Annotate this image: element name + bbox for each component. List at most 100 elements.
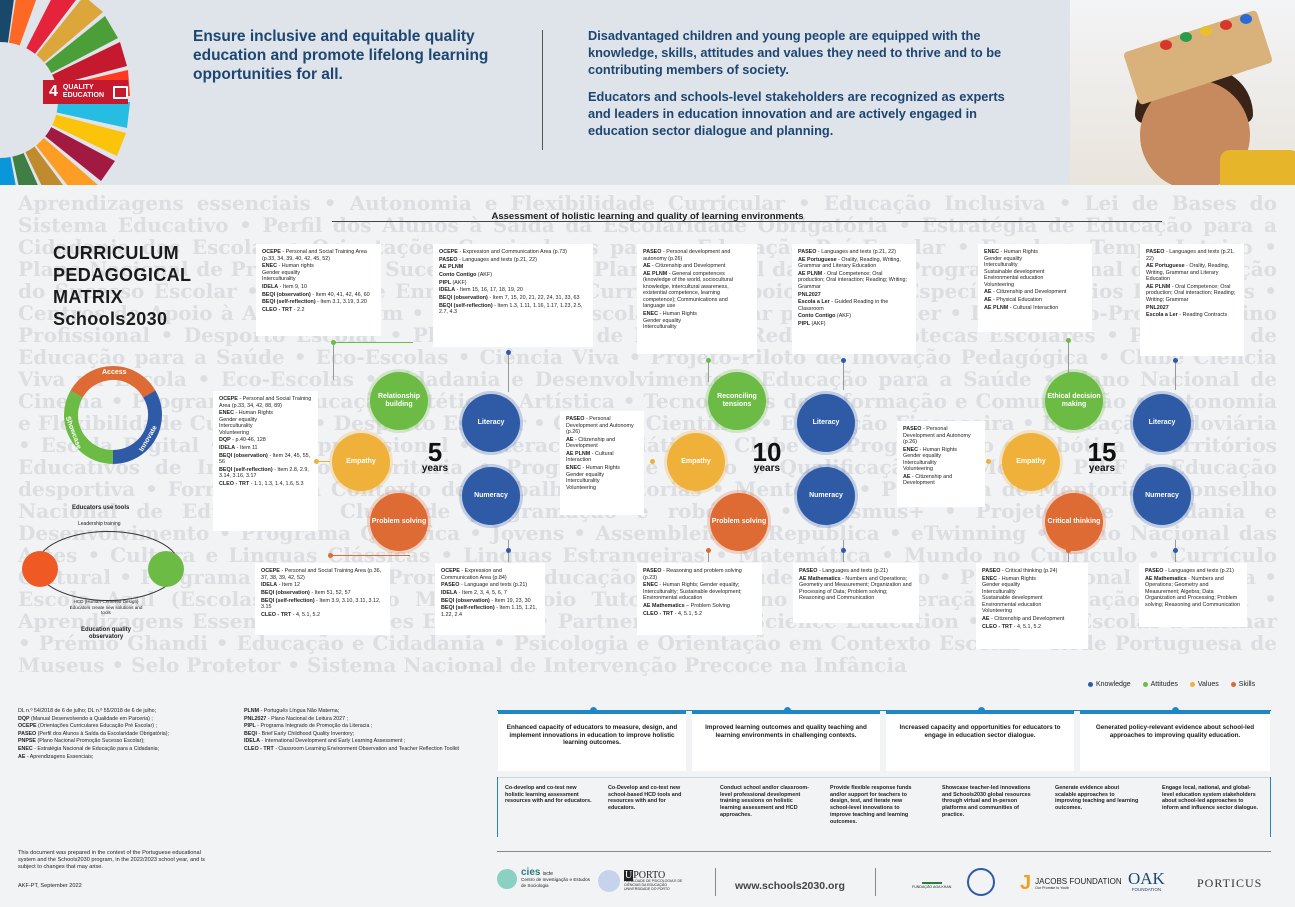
connector-dot [706,548,711,553]
card-10-top-right: PASEO - Languages and texts (p.21, 22) AE… [792,244,916,354]
card-entry: PASEO - Critical thinking (p.24) [982,568,1058,574]
card-entry: AE - Citizenship and Development [566,436,616,450]
card-10-bottom-left: PASEO - Reasoning and problem solving (p… [637,563,762,635]
circle-problem-solving-5[interactable]: Problem solving [370,493,428,551]
footer-date: AKF-PT, September 2022 [18,883,82,889]
card-entry: OCEPE - Expression and Communication Are… [439,249,567,255]
card-entry: PASEO - Personal development and autonom… [643,249,731,262]
activities-vline [1270,777,1271,837]
hcd-bottom-label: Education quality observatory [80,627,131,640]
card-entry: BEQI (observation) - Item 40, 41, 42, 46… [262,291,370,298]
circle-numeracy-10[interactable]: Numeracy [797,467,855,525]
jacobs-j-icon: J [1020,872,1032,894]
card-entry: IDELA - International Development and Ea… [244,738,406,745]
circle-reconciling-tensions[interactable]: Reconciling tensions [708,372,766,430]
book-icon [113,85,128,99]
circle-empathy-10[interactable]: Empathy [667,433,725,491]
outcome-2: Improved learning outcomes and quality t… [692,711,880,771]
circle-literacy-10[interactable]: Literacy [797,394,855,452]
connector [508,352,509,392]
abacus-bead [1160,40,1172,50]
card-entry: AE PLNM - Cultural Interaction [984,304,1059,311]
outcomes-line [497,710,1271,711]
assessment-title: Assessment of holistic learning and qual… [491,211,804,222]
circle-critical-thinking[interactable]: Critical thinking [1045,493,1103,551]
connector-dot [1173,358,1178,363]
circle-literacy-5[interactable]: Literacy [462,394,520,452]
card-entry: AE PLNM - Oral Competence; Oral producti… [1146,283,1236,303]
card-entry: BEQI (self-reflection) - Item 3.9, 3.10,… [261,597,381,611]
card-entry: BEQI (self-reflection) - Item 1.15, 1.21… [441,605,537,618]
card-entry: AE - Citizenship and Development [643,263,726,270]
website-link[interactable]: www.schools2030.org [735,880,845,892]
legend-skills: Skills [1230,681,1255,688]
assessment-underline [332,221,1162,222]
card-entry: Escola a Ler - Reading Contracts [1146,312,1228,319]
circle-empathy-5[interactable]: Empathy [332,433,390,491]
connector-dot [1173,548,1178,553]
outcome-dot [784,707,791,714]
card-entry: Conto Contigo (AKF) [798,313,851,320]
card-entry: PASEO (Perfil dos Alunos à Saída da Esco… [18,730,169,737]
hcd-right-dot [148,551,184,587]
connector [318,461,330,462]
card-entry: IDELA - Item 2, 3, 4, 5, 6, 7 [441,589,507,596]
card-15-bottom-right: PASEO - Languages and texts (p.21) AE Mat… [1139,563,1247,627]
card-entry: IDELA - Item 11 [219,445,258,452]
cycle-access-label: Access [102,369,127,376]
connector-dot [706,358,711,363]
header-banner: 4 QUALITY EDUCATION Ensure inclusive and … [0,0,1295,185]
footer-divider [715,868,716,896]
activity-4: Provide flexible response funds and/or s… [830,785,912,825]
legend-knowledge-swatch [1088,682,1093,687]
circle-numeracy-15[interactable]: Numeracy [1133,467,1191,525]
abacus-bead [1200,26,1212,36]
vision-1: Disadvantaged children and young people … [588,28,1002,77]
age-10: 10 years [752,437,782,474]
card-entry: AE - Citizenship and Development [984,289,1067,296]
card-entry: PLNM - Português Língua Não Materna; [244,708,340,714]
age-15: 15 years [1087,437,1117,474]
card-entry: CLEO - TRT - 4, 5.1, 5.2 [982,623,1042,630]
connector-dot [1066,338,1071,343]
card-15-bottom-left: PASEO - Critical thinking (p.24) ENEC - H… [976,563,1088,649]
circle-numeracy-5[interactable]: Numeracy [462,467,520,525]
card-10-bottom-right: PASEO - Languages and texts (p.21) AE Mat… [793,563,919,623]
circle-ethical-decision-making[interactable]: Ethical decision making [1045,372,1103,430]
legend-values-swatch [1189,682,1195,687]
card-entry: AE - Citizenship and Development [982,615,1065,622]
activity-2: Co-Develop and co-test new school-based … [608,785,682,812]
outcome-3: Increased capacity and opportunities for… [886,711,1074,771]
card-entry: ENEC - Estratégia Nacional de Educação p… [18,745,160,752]
card-entry: PIPL - Programa Integrado de Promoção da… [244,723,373,730]
card-entry: PNL2027 [798,291,821,298]
cies-logo: cies iscte Centro de Investigação e Estu… [497,867,591,889]
card-entry: AE Portuguese - Orality, Reading, Writin… [798,256,901,270]
card-entry: PASEO - Language and texts (p.21) [441,582,528,589]
outcome-4: Generated policy-relevant evidence about… [1080,711,1270,771]
connector [333,342,413,343]
activity-5: Showcase teacher-led innovations and Sch… [942,785,1031,818]
card-5-left: OCEPE - Personal and Social Training Are… [213,391,318,531]
circle-relationship-building[interactable]: Relationship building [370,372,428,430]
card-entry: AE - Physical Education [984,296,1042,303]
hcd-diagram: Educators use tools Leadership training … [22,505,192,645]
card-entry: IDELA - Item 9, 10 [262,283,307,290]
aga-khan-logo: FUNDAÇÃO AGA KHAN [912,870,951,889]
circle-literacy-15[interactable]: Literacy [1133,394,1191,452]
card-entry: DQP - p.40-46, 128 [219,437,266,444]
cies-mark-icon [497,869,517,889]
card-entry: BEQI (self-reflection) - Item 1.3, 1.11,… [439,302,583,316]
card-entry: AE Portuguese - Orality, Reading, Writin… [1146,263,1230,283]
circle-empathy-15[interactable]: Empathy [1002,433,1060,491]
card-entry: PASEO - Languages and texts (p.21, 22) [439,256,537,263]
connector [708,360,709,382]
card-15-top-right: PASEO - Languages and texts (p.21, 22) AE… [1140,244,1244,356]
card-entry: PNL2027 [1146,304,1169,311]
card-15-top-left: ENEC - Human Rights Gender equality Interc… [978,244,1092,332]
legend-knowledge: Knowledge [1088,681,1131,688]
card-entry: CLEO - TRT - Classroom Learning Environm… [244,745,460,752]
card-entry: PIPL (AKF) [439,279,467,286]
circle-problem-solving-10[interactable]: Problem solving [710,493,768,551]
